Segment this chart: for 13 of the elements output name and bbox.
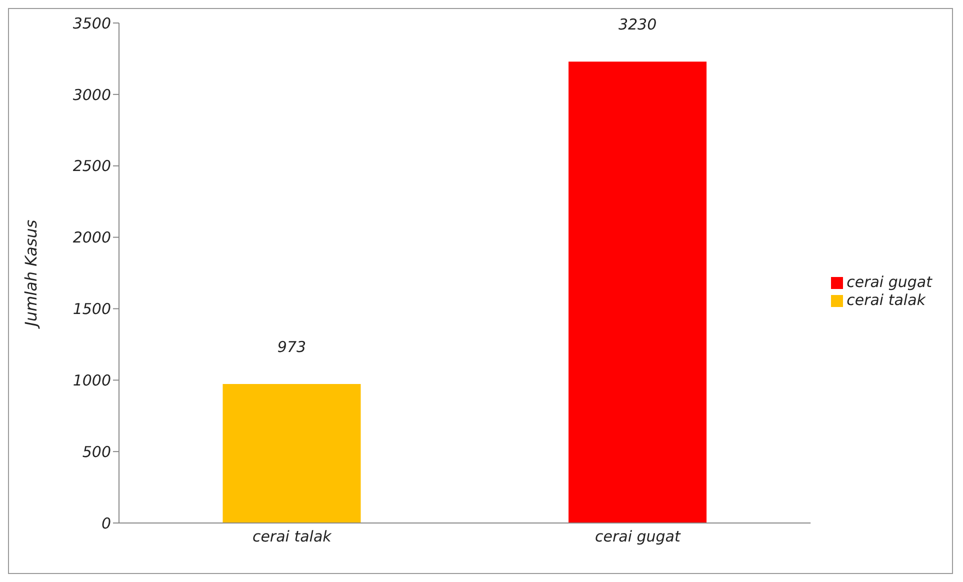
y-tick-label: 3500 — [72, 14, 111, 32]
data-label: 3230 — [618, 16, 657, 34]
y-axis-title: Jumlah Kasus — [22, 220, 41, 330]
y-tick-label: 0 — [101, 514, 111, 532]
y-tick-label: 3000 — [72, 86, 111, 104]
data-label: 973 — [277, 338, 306, 356]
y-tick-label: 500 — [82, 442, 111, 461]
legend-label: cerai gugat — [846, 273, 932, 291]
y-tick-label: 1500 — [72, 300, 111, 318]
legend-label: cerai talak — [846, 291, 926, 309]
y-tick-label: 1000 — [72, 371, 111, 390]
y-tick-label: 2000 — [72, 228, 111, 247]
y-tick-label: 2500 — [72, 157, 111, 176]
